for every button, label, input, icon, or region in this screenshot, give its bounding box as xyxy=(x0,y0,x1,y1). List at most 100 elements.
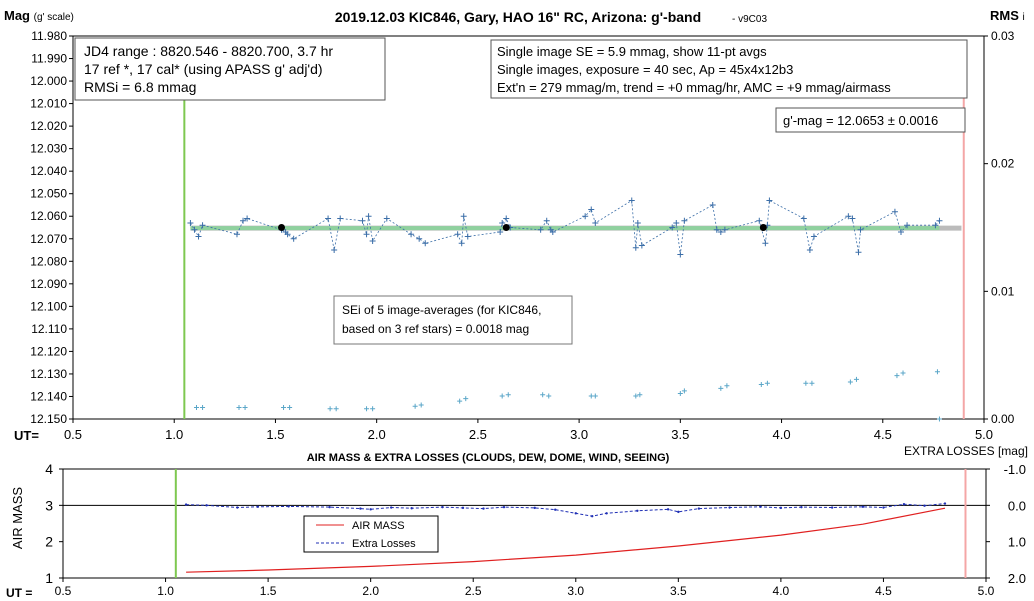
mag-point xyxy=(857,226,864,233)
mag-point xyxy=(187,219,194,226)
rms-point xyxy=(936,416,942,422)
rms-point xyxy=(200,405,206,411)
bottom-y-tick-label: 4 xyxy=(45,461,53,477)
bottom-y-tick-label: 1 xyxy=(45,570,53,586)
mag-point xyxy=(537,226,544,233)
bottom-x-tick-label: 0.5 xyxy=(55,584,72,598)
rms-point xyxy=(540,392,546,398)
mag-point xyxy=(800,215,807,222)
airmass-line xyxy=(186,507,946,573)
mag-point xyxy=(897,229,904,236)
extra-losses-point xyxy=(590,515,594,518)
extra-losses-point xyxy=(759,505,762,508)
rms-point xyxy=(809,380,815,386)
mag-point xyxy=(244,215,251,222)
extra-losses-point xyxy=(461,506,465,510)
extra-losses-point xyxy=(328,505,331,509)
y-tick-label: 11.990 xyxy=(31,52,67,66)
extra-losses-point xyxy=(184,503,188,506)
mag-point xyxy=(681,217,688,224)
mag-point xyxy=(359,217,366,224)
top-axes-layer: 11.980 11.990 12.000 12.010 12.020 12.030 12.0… xyxy=(30,29,1014,442)
mag-point xyxy=(891,208,898,215)
mag-point xyxy=(717,229,724,236)
rms-point xyxy=(418,402,424,408)
extra-losses-point xyxy=(882,506,885,509)
mag-point xyxy=(458,240,465,247)
mag-point xyxy=(363,231,370,238)
x-tick-label: 4.0 xyxy=(773,427,791,442)
mag-point xyxy=(240,217,247,224)
rms-point xyxy=(499,393,505,399)
extra-losses-point xyxy=(605,512,608,515)
mag-point xyxy=(592,219,599,226)
mag-point xyxy=(806,247,813,254)
extra-losses-point xyxy=(677,510,680,514)
mag-point xyxy=(849,215,856,222)
mag-point xyxy=(499,219,506,226)
x-tick-label: 1.0 xyxy=(165,427,183,442)
mag-point xyxy=(628,197,635,204)
rms-point xyxy=(193,405,199,411)
gmag-box: g'-mag = 12.0653 ± 0.0016 xyxy=(775,107,966,133)
mag-point xyxy=(810,233,817,240)
rms-point xyxy=(764,380,770,386)
extra-losses-point xyxy=(441,505,444,509)
extra-losses-point xyxy=(830,506,834,509)
mag-point xyxy=(721,226,728,233)
bottom-marks-layer xyxy=(63,469,986,578)
mag-point xyxy=(845,213,852,220)
mag-point xyxy=(766,197,773,204)
rms-point xyxy=(894,373,900,379)
mag-point xyxy=(549,229,556,236)
mag-point xyxy=(634,219,641,226)
mag-point xyxy=(582,213,589,220)
mag-point xyxy=(325,215,332,222)
sei-box: SEi of 5 image-averages (for KIC846, bas… xyxy=(333,295,573,345)
avg-point xyxy=(278,224,286,231)
extra-losses-point xyxy=(502,505,506,509)
extra-losses-point xyxy=(287,505,290,508)
rms-point xyxy=(803,380,809,386)
mag-point xyxy=(677,251,684,258)
avg-point xyxy=(759,224,767,231)
sei-line-1: SEi of 5 image-averages (for KIC846, xyxy=(342,303,541,317)
extra-losses-point xyxy=(697,507,701,510)
mag-point xyxy=(497,229,504,236)
y-tick-label: 12.080 xyxy=(30,254,67,268)
extra-losses-point xyxy=(666,508,670,511)
mag-series-line xyxy=(190,199,940,255)
y-tick-label: 11.980 xyxy=(31,29,67,43)
mag-point xyxy=(191,226,198,233)
y-tick-label: 12.050 xyxy=(30,187,67,201)
rms-point xyxy=(370,406,376,412)
x-tick-label: 5.0 xyxy=(975,427,993,442)
y-tick-label: 12.140 xyxy=(30,389,67,403)
x-tick-label: 0.5 xyxy=(64,427,82,442)
info-left-line-1: JD4 range : 8820.546 - 8820.700, 3.7 hr xyxy=(84,43,333,59)
y2-tick-label: 0.00 xyxy=(991,412,1015,426)
rms-point xyxy=(327,406,333,412)
rms-point xyxy=(853,376,859,382)
rms-point xyxy=(718,385,724,391)
mag-point xyxy=(199,222,206,229)
rms-point xyxy=(457,398,463,404)
x-tick-label: 1.5 xyxy=(266,427,284,442)
extra-losses-point xyxy=(236,506,239,509)
y-tick-label: 12.090 xyxy=(30,277,67,291)
mag-point xyxy=(756,217,763,224)
mag-point xyxy=(632,244,639,251)
legend-losses-label: Extra Losses xyxy=(352,538,416,550)
extra-losses-point xyxy=(779,506,783,510)
rms-point xyxy=(281,405,287,411)
bottom-y2-tick-label: 0.0 xyxy=(1008,498,1026,513)
info-right-line-1: Single image SE = 5.9 mmag, show 11-pt a… xyxy=(497,44,767,59)
bottom-legend: AIR MASS Extra Losses xyxy=(303,515,439,553)
rms-point xyxy=(677,390,683,396)
y-tick-label: 12.100 xyxy=(30,299,67,313)
extra-losses-point xyxy=(728,506,731,509)
extra-losses-point xyxy=(554,508,557,511)
bottom-y2-tick-label: 2.0 xyxy=(1008,571,1026,586)
bottom-x-axis-label: UT = xyxy=(6,586,32,600)
mag-point xyxy=(709,201,716,208)
